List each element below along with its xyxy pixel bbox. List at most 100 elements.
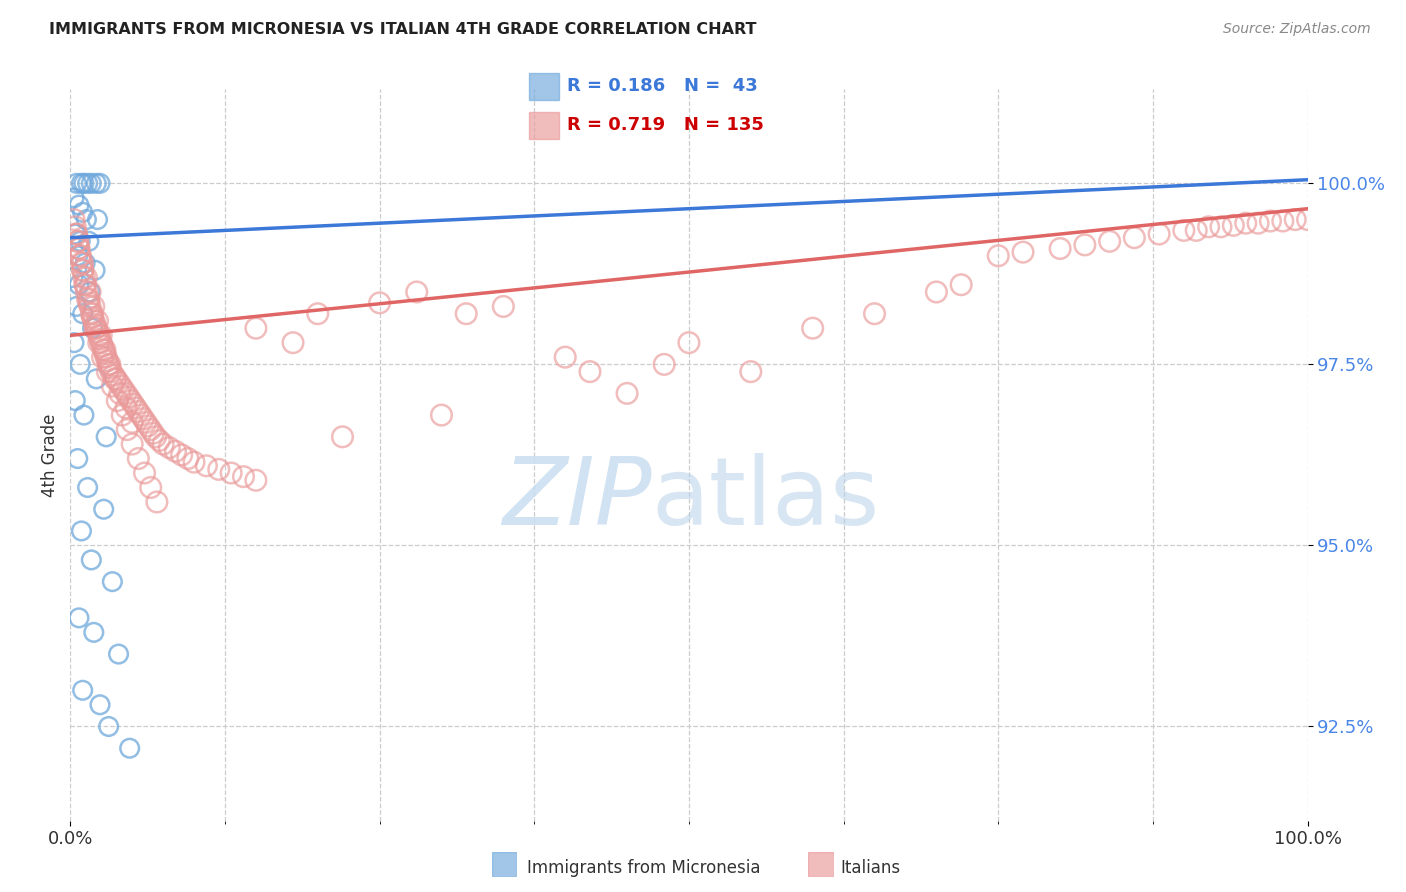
Point (405, 285, 427, 299)
Point (616, 386, 638, 401)
Point (139, 481, 162, 495)
Point (132, 411, 155, 425)
Point (135, 415, 157, 429)
Point (740, 365, 762, 379)
Point (93, 502, 115, 516)
Point (89, 177, 111, 191)
Point (89, 332, 111, 346)
Y-axis label: 4th Grade: 4th Grade (41, 413, 59, 497)
Point (70, 177, 93, 191)
Point (111, 408, 134, 422)
Point (72, 307, 94, 321)
Point (80, 177, 103, 191)
Point (1049, 242, 1071, 256)
Point (183, 455, 205, 469)
Point (142, 426, 165, 441)
Point (70, 256, 93, 270)
Point (93, 343, 115, 357)
Point (63, 191, 86, 205)
Point (80, 307, 103, 321)
Point (1173, 223, 1195, 237)
Point (152, 437, 174, 451)
Point (101, 379, 124, 393)
Point (84, 177, 107, 191)
Point (91, 339, 114, 353)
Point (67, 242, 90, 256)
Point (112, 383, 135, 397)
Point (65, 227, 87, 241)
Point (83, 300, 105, 314)
Point (1296, 212, 1319, 227)
Point (73, 408, 96, 422)
Point (1247, 216, 1270, 230)
Point (121, 415, 143, 429)
Point (127, 404, 149, 418)
Point (77, 234, 100, 248)
Point (82, 307, 104, 321)
Point (98, 361, 121, 376)
Bar (529, 112, 558, 139)
Point (76, 481, 98, 495)
Point (90, 335, 112, 350)
Point (652, 358, 675, 372)
Point (90, 328, 112, 343)
Point (110, 379, 132, 393)
Point (157, 441, 180, 455)
Point (82, 310, 104, 325)
Point (104, 372, 127, 386)
Point (146, 495, 169, 509)
Point (76, 177, 98, 191)
Point (1147, 227, 1170, 241)
Point (801, 321, 824, 335)
Point (77, 296, 100, 310)
Point (332, 430, 354, 444)
Point (75, 277, 97, 292)
Point (79, 285, 101, 299)
Point (96, 350, 118, 364)
Point (75, 277, 97, 292)
Point (115, 386, 138, 401)
Point (97, 358, 120, 372)
Point (122, 397, 145, 411)
Text: Immigrants from Micronesia: Immigrants from Micronesia (527, 859, 761, 877)
Point (245, 321, 267, 335)
Point (219, 466, 242, 480)
Point (1271, 214, 1294, 228)
Point (84, 321, 107, 335)
Point (84, 372, 107, 386)
Point (1074, 238, 1097, 252)
Point (96, 353, 118, 368)
Point (73, 177, 96, 191)
Point (70, 524, 93, 538)
Point (97, 719, 120, 733)
Point (65, 219, 87, 234)
Text: Source: ZipAtlas.com: Source: ZipAtlas.com (1223, 22, 1371, 37)
Point (75, 212, 97, 227)
Point (69, 358, 91, 372)
Point (208, 462, 231, 476)
Point (72, 263, 94, 277)
Point (67, 198, 90, 212)
Point (1012, 245, 1035, 260)
Point (87, 335, 110, 350)
Point (66, 234, 89, 248)
Point (107, 376, 129, 390)
Point (86, 314, 108, 328)
Text: ZIP: ZIP (502, 453, 652, 544)
Point (105, 372, 128, 386)
Text: IMMIGRANTS FROM MICRONESIA VS ITALIAN 4TH GRADE CORRELATION CHART: IMMIGRANTS FROM MICRONESIA VS ITALIAN 4T… (49, 22, 756, 37)
Point (987, 249, 1010, 263)
Point (73, 270, 96, 285)
Point (75, 256, 97, 270)
Point (69, 234, 91, 248)
Point (1098, 234, 1121, 248)
Point (925, 285, 948, 299)
Point (136, 419, 159, 434)
Point (1209, 219, 1232, 234)
Point (950, 277, 973, 292)
Point (72, 683, 94, 698)
Point (65, 227, 87, 241)
Point (127, 451, 149, 466)
Point (145, 430, 167, 444)
Point (75, 285, 97, 299)
